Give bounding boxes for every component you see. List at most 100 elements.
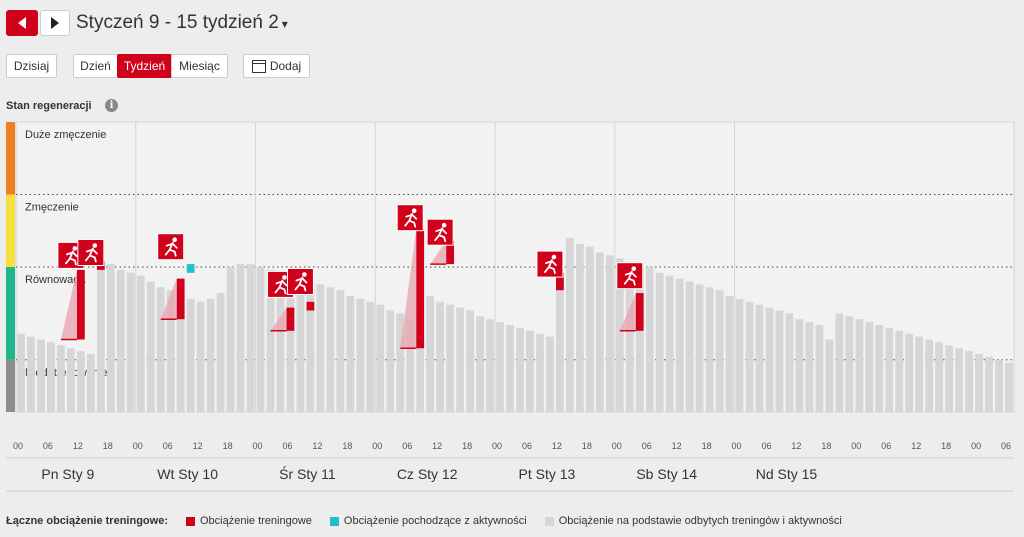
day-label: Cz Sty 12 xyxy=(397,466,458,482)
hour-tick-label: 12 xyxy=(312,441,322,451)
running-person-icon-head xyxy=(72,246,78,251)
hour-tick-label: 12 xyxy=(552,441,562,451)
load-bar xyxy=(915,336,924,412)
load-bar xyxy=(815,325,824,412)
hour-tick-label: 12 xyxy=(791,441,801,451)
training-ramp xyxy=(61,269,77,340)
load-bar xyxy=(206,298,215,412)
legend-label-training: Obciążenie treningowe xyxy=(199,515,312,527)
zone-strip xyxy=(6,122,15,195)
hour-tick-label: 12 xyxy=(672,441,682,451)
load-bar xyxy=(86,354,95,412)
legend-item-combined: Obciążenie na podstawie odbytych trening… xyxy=(544,515,842,527)
zone-label: Równowaga xyxy=(25,274,86,286)
zone-strip xyxy=(6,267,15,360)
load-bar xyxy=(146,281,155,412)
load-bar xyxy=(316,284,325,412)
running-person-icon-body xyxy=(164,241,178,257)
load-bar xyxy=(945,345,954,412)
load-bar xyxy=(346,296,355,412)
load-bar xyxy=(665,275,674,412)
next-week-button[interactable] xyxy=(40,10,70,36)
load-bar xyxy=(975,354,983,412)
day-view-button[interactable]: Dzień xyxy=(73,54,118,78)
load-bar xyxy=(486,319,494,412)
load-bar xyxy=(635,267,644,412)
week-selector[interactable]: Styczeń 9 - 15 tydzień 2 ▾ xyxy=(76,12,288,34)
load-bar xyxy=(755,304,764,412)
training-bar xyxy=(306,301,315,311)
training-bar xyxy=(556,272,564,291)
hour-tick-label: 12 xyxy=(911,441,921,451)
running-person-icon-head xyxy=(92,243,98,248)
load-bar xyxy=(805,322,814,412)
load-bar xyxy=(795,319,804,412)
load-bar xyxy=(1005,362,1013,412)
load-bar xyxy=(496,322,504,412)
load-bar xyxy=(825,339,834,412)
add-button[interactable]: Dodaj xyxy=(243,54,310,78)
zone-label-bg xyxy=(21,272,86,287)
load-bar xyxy=(446,304,455,412)
activity-bar xyxy=(186,264,195,273)
load-bar xyxy=(905,333,914,412)
load-bar xyxy=(66,348,75,412)
running-person-icon-body xyxy=(84,247,98,263)
hour-tick-label: 12 xyxy=(193,441,203,451)
training-bar xyxy=(635,293,644,331)
load-bar xyxy=(675,278,684,412)
load-bar xyxy=(605,255,614,412)
load-bar xyxy=(546,336,554,412)
load-bar xyxy=(516,327,524,412)
running-person-icon-body xyxy=(404,212,418,228)
load-bar xyxy=(865,322,874,412)
load-bar xyxy=(236,264,245,412)
hour-tick-label: 00 xyxy=(732,441,742,451)
hour-tick-label: 06 xyxy=(881,441,891,451)
training-bar xyxy=(176,278,185,320)
zone-strip xyxy=(6,359,15,412)
load-bar xyxy=(526,330,534,412)
recovery-status-title: Stan regeneracji xyxy=(6,100,92,112)
day-label: Sb Sty 14 xyxy=(636,466,697,482)
hour-tick-label: 00 xyxy=(253,441,263,451)
hour-tick-label: 18 xyxy=(941,441,951,451)
running-person-icon-head xyxy=(282,275,287,280)
training-bar xyxy=(416,229,425,349)
load-bar xyxy=(506,325,514,412)
load-bar xyxy=(855,319,864,412)
running-person-icon-head xyxy=(172,237,177,242)
hour-tick-label: 00 xyxy=(133,441,143,451)
load-bar xyxy=(76,351,85,412)
legend-swatch-combined xyxy=(544,516,554,526)
month-view-button[interactable]: Miesiąc xyxy=(171,54,228,78)
hour-tick-label: 18 xyxy=(821,441,831,451)
caret-down-icon: ▾ xyxy=(281,17,288,31)
load-bar xyxy=(416,304,425,412)
load-bar xyxy=(685,281,694,412)
running-person-icon-body xyxy=(294,276,308,292)
hour-tick-label: 06 xyxy=(163,441,173,451)
load-bar xyxy=(17,333,25,412)
training-ramp xyxy=(619,293,636,331)
training-bar xyxy=(76,269,85,340)
hour-tick-label: 12 xyxy=(432,441,442,451)
triangle-left-icon xyxy=(18,17,26,29)
training-ramp xyxy=(400,229,417,349)
add-button-label: Dodaj xyxy=(269,59,302,73)
load-bar xyxy=(326,287,335,412)
legend-label-activity: Obciążenie pochodzące z aktywności xyxy=(343,515,527,527)
load-bar xyxy=(835,313,844,412)
week-view-button[interactable]: Tydzień xyxy=(117,54,172,78)
info-icon[interactable]: i xyxy=(105,99,118,112)
today-button[interactable]: Dzisiaj xyxy=(6,54,57,78)
load-bar xyxy=(735,298,744,412)
load-bar xyxy=(725,296,734,412)
load-bar xyxy=(106,264,115,412)
load-bar xyxy=(466,310,474,412)
previous-week-button[interactable] xyxy=(6,10,38,36)
legend-swatch-training xyxy=(185,516,195,526)
load-bar xyxy=(955,348,964,412)
load-bar xyxy=(885,327,894,412)
load-bar xyxy=(196,301,205,412)
